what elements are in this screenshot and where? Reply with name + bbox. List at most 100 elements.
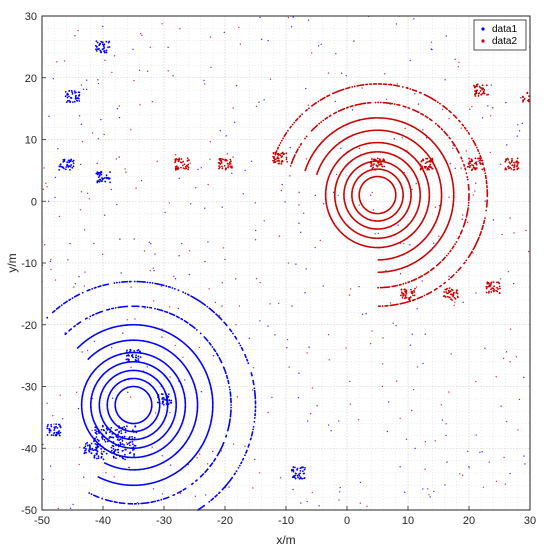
data-point xyxy=(134,444,137,447)
data-point xyxy=(94,426,97,429)
data-point xyxy=(345,106,348,109)
data-point xyxy=(419,195,422,198)
data-point xyxy=(181,164,184,167)
data-point xyxy=(453,304,455,307)
data-point xyxy=(115,454,118,457)
data-point xyxy=(230,165,233,168)
data-point xyxy=(106,440,109,443)
data-point xyxy=(382,101,385,104)
data-point xyxy=(386,430,389,433)
data-point xyxy=(404,491,406,494)
data-point xyxy=(211,410,214,413)
data-point xyxy=(480,230,483,233)
data-point xyxy=(104,214,106,216)
data-point xyxy=(99,42,102,45)
data-point xyxy=(295,151,298,154)
data-point xyxy=(65,101,68,104)
data-point xyxy=(403,297,406,300)
data-point xyxy=(470,158,473,161)
data-point xyxy=(149,281,151,284)
data-point xyxy=(331,92,334,95)
data-point xyxy=(453,291,455,294)
data-point xyxy=(213,348,215,350)
data-point xyxy=(129,468,132,471)
data-point xyxy=(68,165,71,168)
data-point xyxy=(109,436,112,439)
data-point xyxy=(55,425,57,428)
data-point xyxy=(178,177,180,180)
data-point xyxy=(76,323,79,326)
data-point xyxy=(218,491,221,494)
data-point xyxy=(130,280,132,283)
data-point xyxy=(411,290,413,293)
data-point xyxy=(307,107,310,110)
data-point xyxy=(483,219,486,222)
data-point xyxy=(131,484,134,487)
data-point xyxy=(407,106,410,109)
data-point xyxy=(72,159,75,162)
data-point xyxy=(129,447,132,450)
data-point xyxy=(396,303,399,306)
data-point xyxy=(477,157,480,160)
data-point xyxy=(152,466,154,468)
data-point xyxy=(104,176,106,179)
data-point xyxy=(130,484,133,487)
data-point xyxy=(333,112,335,115)
data-point xyxy=(426,167,429,170)
data-point xyxy=(131,443,134,446)
data-point xyxy=(351,109,354,111)
data-point xyxy=(377,83,380,85)
data-point xyxy=(280,162,283,165)
data-point xyxy=(91,429,93,432)
data-point xyxy=(489,115,492,117)
data-point xyxy=(376,157,379,160)
data-point xyxy=(230,160,232,163)
data-point xyxy=(455,271,458,274)
data-point xyxy=(152,488,155,490)
data-point xyxy=(431,161,434,163)
data-point xyxy=(490,84,492,86)
data-point xyxy=(509,472,511,475)
data-point xyxy=(80,123,83,126)
data-point xyxy=(350,194,353,196)
data-point xyxy=(71,91,74,94)
data-point xyxy=(132,468,135,471)
data-point xyxy=(516,157,519,160)
data-point xyxy=(298,474,301,477)
data-point xyxy=(374,220,377,222)
data-point xyxy=(393,138,395,140)
data-point xyxy=(110,449,113,452)
data-point xyxy=(118,281,121,284)
data-point xyxy=(187,163,190,166)
data-point xyxy=(135,356,138,359)
data-point xyxy=(133,280,136,283)
data-point xyxy=(55,431,58,434)
data-point xyxy=(376,165,379,168)
data-point xyxy=(67,259,69,261)
data-point xyxy=(377,220,380,222)
data-point xyxy=(211,409,214,412)
data-point xyxy=(486,185,488,187)
data-point xyxy=(358,194,361,196)
data-point xyxy=(359,481,362,484)
data-point xyxy=(137,355,140,358)
data-point xyxy=(137,502,140,505)
data-point xyxy=(134,447,137,450)
data-point xyxy=(297,476,299,479)
data-point xyxy=(66,161,69,164)
data-point xyxy=(182,356,184,358)
data-point xyxy=(83,447,85,449)
data-point xyxy=(128,437,131,440)
data-point xyxy=(289,146,291,149)
data-point xyxy=(358,192,361,195)
data-point xyxy=(253,387,256,390)
data-point xyxy=(166,401,169,403)
data-point xyxy=(105,177,108,180)
data-point xyxy=(128,444,131,447)
data-point xyxy=(124,453,126,456)
data-point xyxy=(337,110,340,113)
data-point xyxy=(78,115,81,117)
data-point xyxy=(180,490,183,493)
data-point xyxy=(100,428,103,431)
data-point xyxy=(150,404,153,406)
